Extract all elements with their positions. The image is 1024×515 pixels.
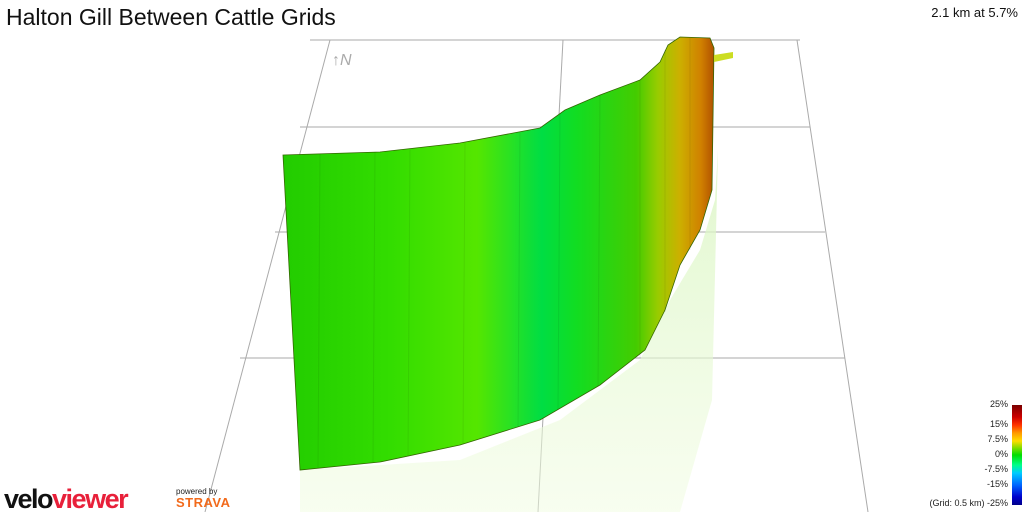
grid-scale-note: (Grid: 0.5 km) [929, 498, 985, 508]
segment-lines [317, 38, 691, 469]
legend-min-value: -25% [986, 498, 1008, 508]
page-title: Halton Gill Between Cattle Grids [6, 4, 336, 30]
powered-by-strava[interactable]: powered by STRAVA [176, 487, 231, 510]
legend-label: -7.5% [984, 464, 1008, 474]
powered-by-label: powered by [176, 487, 218, 496]
route-summary: 2.1 km at 5.7% [931, 5, 1018, 20]
north-compass-icon: ↑N [332, 52, 352, 69]
logo-velo: velo [4, 484, 54, 514]
logo-viewer: viewer [52, 484, 129, 514]
legend-label-min: (Grid: 0.5 km) -25% [929, 498, 1008, 508]
legend-label: -15% [986, 479, 1008, 489]
legend-label: 15% [989, 419, 1008, 429]
route-reflection [300, 150, 718, 512]
route-end-segment [714, 52, 733, 62]
legend-label-max: 25% [989, 399, 1008, 409]
elevation-profile-wall [282, 36, 715, 471]
gradient-color-legend [1012, 405, 1022, 505]
legend-label: 0% [994, 449, 1008, 459]
veloviewer-logo[interactable]: veloviewer [4, 484, 129, 515]
strava-logo: STRAVA [176, 495, 231, 510]
legend-label: 7.5% [987, 434, 1008, 444]
